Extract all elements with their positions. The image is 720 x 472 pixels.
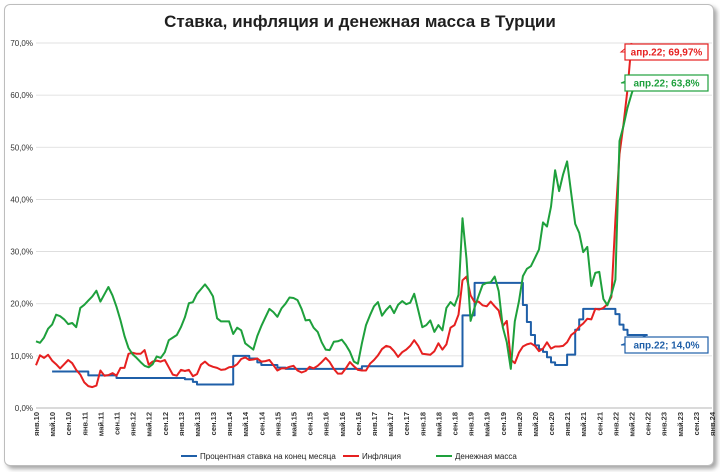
legend-label: Процентная ставка на конец месяца [200,452,336,461]
x-tick-label: янв.18 [418,412,427,436]
x-tick-label: янв.16 [322,412,331,436]
x-tick-label: сен.11 [112,412,121,435]
x-tick-label: май.11 [96,412,105,436]
legend-item: Процентная ставка на конец месяца [181,452,336,461]
x-tick-label: янв.10 [32,412,41,436]
x-tick-label: сен.17 [402,412,411,435]
x-tick-label: янв.17 [370,412,379,436]
x-tick-label: сен.20 [547,412,556,435]
x-tick-label: май.23 [676,412,685,437]
y-tick-label: 0,0% [15,404,33,413]
y-tick-label: 60,0% [10,91,33,100]
x-tick-label: сен.19 [499,412,508,435]
x-tick-label: янв.24 [708,411,717,436]
legend: Процентная ставка на конец месяца Инфляци… [181,452,517,461]
x-tick-label: май.10 [48,412,57,437]
y-tick-label: 10,0% [10,352,33,361]
series-line-1 [52,281,648,386]
y-tick-label: 50,0% [10,143,33,152]
legend-item: Денежная масса [436,452,517,461]
x-tick-label: сен.22 [644,412,653,435]
x-tick-label: сен.21 [595,412,604,435]
x-tick-label: янв.15 [273,412,282,436]
x-tick-label: май.17 [386,412,395,437]
x-tick-label: сен.18 [450,412,459,435]
grid [36,42,712,357]
x-tick-label: сен.10 [64,412,73,435]
annotations: апр.22; 69,97% апр.22; 63,8% апр.22; 14,0% [619,42,709,354]
x-tick-label: май.15 [290,412,299,437]
x-tick-label: янв.14 [225,411,234,436]
annotation-text: апр.22; 14,0% [633,341,699,352]
x-tick-label: янв.22 [611,412,620,436]
annotation-box [624,336,709,354]
annotation-label: апр.22; 14,0% [620,334,709,354]
x-tick-label: сен.23 [692,412,701,435]
annotation-box [624,74,709,92]
chart-title: Ставка, инфляция и денежная масса в Турц… [164,12,556,31]
annotation-text: апр.22; 63,8% [633,79,699,90]
chart-frame [4,4,714,466]
x-tick-label: май.21 [579,412,588,437]
x-tick-label: сен.14 [257,411,266,435]
x-tick-label: май.12 [145,412,154,437]
x-tick-label: май.18 [434,412,443,437]
x-tick-label: янв.19 [467,412,476,436]
series-lines [35,43,648,389]
x-tick-label: май.14 [241,411,250,436]
y-tick-label: 20,0% [10,300,33,309]
x-tick-label: янв.12 [129,412,138,436]
x-tick-label: сен.15 [306,412,315,435]
y-axis-ticks: 0,0% 10,0% 20,0% 30,0% 40,0% 50,0% 60,0% 70,0% [10,39,33,413]
x-tick-label: сен.12 [161,412,170,435]
annotation-label: апр.22; 63,8% [620,74,709,92]
legend-item: Инфляция [343,452,401,461]
x-tick-label: май.22 [628,412,637,437]
annotation-label: апр.22; 69,97% [619,42,709,61]
series-line-3 [35,74,641,370]
annotation-text: апр.22; 69,97% [631,48,703,59]
x-tick-label: сен.13 [209,412,218,435]
x-tick-label: янв.13 [177,412,186,436]
x-tick-label: сен.16 [354,412,363,435]
x-tick-label: май.13 [193,412,202,437]
legend-label: Денежная масса [455,452,517,461]
x-tick-label: янв.20 [515,412,524,436]
x-tick-label: май.20 [531,412,540,437]
x-tick-label: янв.23 [660,412,669,436]
y-tick-label: 30,0% [10,248,33,257]
y-tick-label: 40,0% [10,195,33,204]
x-tick-label: янв.21 [563,412,572,436]
annotation-box [624,43,709,61]
x-tick-label: май.16 [338,412,347,437]
x-tick-label: май.19 [483,412,492,437]
x-axis-ticks: янв.10 май.10 сен.10 янв.11 май.11 сен.11 янв.… [32,411,717,436]
legend-label: Инфляция [362,452,401,461]
series-line-2 [35,43,633,389]
x-tick-label: янв.11 [80,412,89,436]
y-tick-label: 70,0% [10,39,33,48]
